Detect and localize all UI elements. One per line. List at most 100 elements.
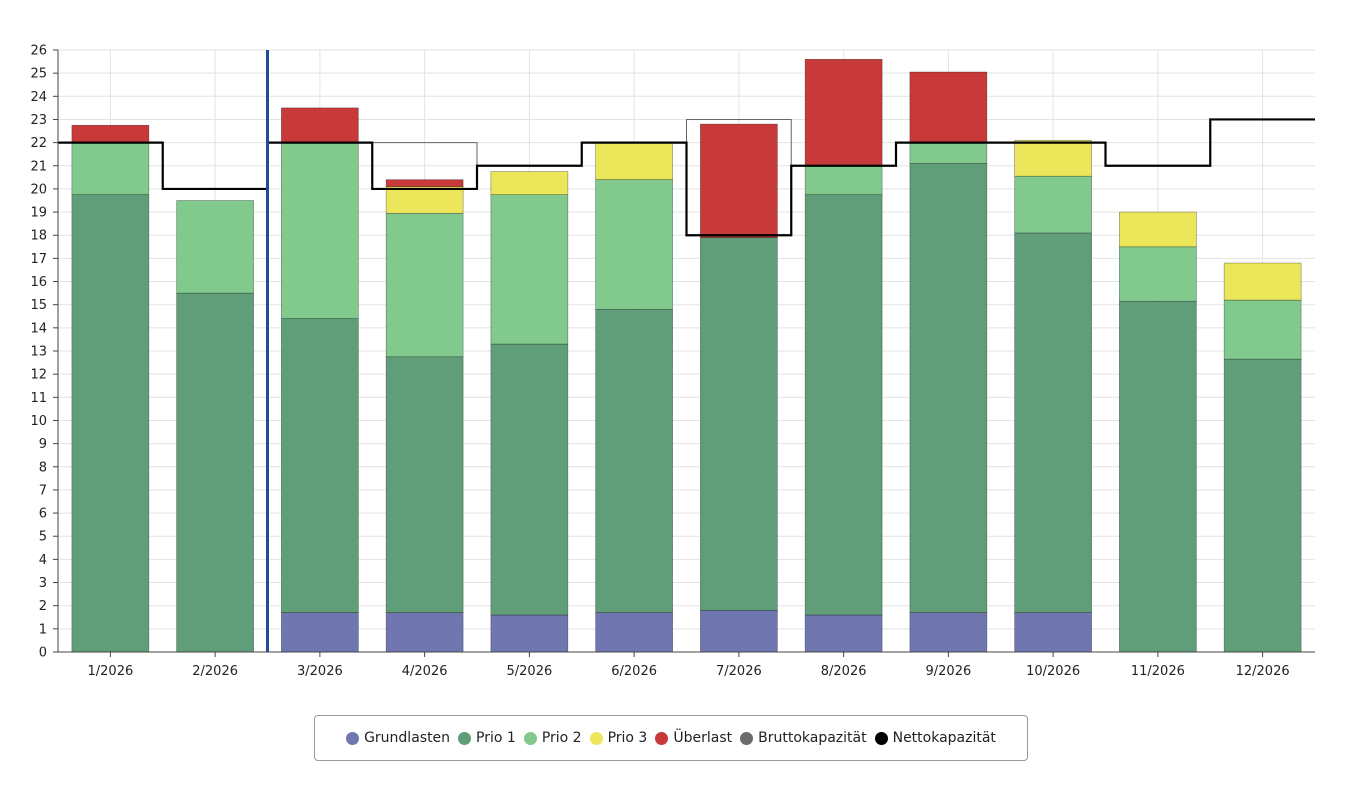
bar-segment-prio-1 (1014, 232, 1092, 613)
legend-label: Grundlasten (364, 730, 451, 746)
x-tick-label: 12/2026 (1236, 664, 1290, 679)
y-tick-label: 6 (39, 507, 47, 522)
y-tick-label: 23 (30, 113, 47, 128)
legend-swatch (458, 731, 472, 745)
y-tick-label: 1 (39, 622, 47, 637)
legend-item-prio-1[interactable]: Prio 1 (458, 730, 516, 746)
bar-segment-grundlasten (909, 612, 988, 653)
bar-segment--berlast (281, 107, 359, 143)
legend-item-prio-3[interactable]: Prio 3 (589, 730, 648, 746)
x-tick-label: 3/2026 (297, 664, 343, 679)
y-tick-label: 21 (30, 159, 47, 174)
bar-segment-prio-3 (385, 186, 464, 214)
y-tick-label: 22 (30, 136, 47, 151)
y-tick-label: 15 (30, 298, 47, 313)
bar-segment-grundlasten (1014, 612, 1092, 653)
legend-item-ueberlast[interactable]: Überlast (655, 730, 732, 746)
bar-segment-prio-1 (909, 163, 988, 613)
y-tick-label: 13 (30, 345, 47, 360)
y-tick-label: 16 (30, 275, 47, 290)
legend-label: Bruttokapazität (758, 730, 867, 746)
bar-segment-prio-2 (1014, 175, 1092, 234)
x-tick-label: 10/2026 (1026, 664, 1080, 679)
bar-segment-prio-1 (1119, 300, 1197, 653)
bar-segment-prio-2 (281, 142, 359, 319)
legend-swatch (655, 731, 669, 745)
bar-segment-prio-3 (490, 171, 569, 196)
bar-segment-prio-3 (1223, 262, 1302, 301)
legend-item-grundlasten[interactable]: Grundlasten (346, 730, 450, 746)
bar-segment--berlast (385, 179, 464, 187)
y-tick-label: 11 (30, 391, 47, 406)
legend-label: Nettokapazität (892, 730, 996, 746)
legend-label: Prio 3 (607, 730, 648, 746)
y-tick-label: 5 (39, 530, 47, 545)
x-tick-label: 2/2026 (192, 664, 238, 679)
bar-segment-prio-2 (176, 200, 254, 294)
bar-segment-grundlasten (490, 614, 569, 653)
bar-segment-prio-2 (804, 165, 883, 196)
bar-segment-prio-1 (595, 309, 673, 613)
y-tick-label: 8 (39, 460, 47, 475)
axes: 0123456789101112131415161718192021222324… (30, 44, 1315, 679)
x-tick-label: 8/2026 (821, 664, 867, 679)
bar-segment-prio-2 (385, 212, 464, 358)
y-tick-label: 7 (39, 483, 47, 498)
legend-item-bruttokapazitaet[interactable]: Bruttokapazität (740, 730, 867, 746)
bar-segment--berlast (700, 123, 778, 238)
x-tick-label: 4/2026 (402, 664, 448, 679)
bar-segment-prio-2 (1119, 246, 1197, 302)
legend-swatch (523, 731, 537, 745)
y-tick-label: 24 (30, 90, 47, 105)
y-tick-label: 19 (30, 206, 47, 221)
y-tick-label: 9 (39, 437, 47, 452)
bar-segment-prio-1 (281, 318, 359, 613)
bar-segment--berlast (909, 71, 988, 143)
bar-segment-prio-3 (1119, 211, 1197, 248)
legend-item-nettokapazitaet[interactable]: Nettokapazität (874, 730, 996, 746)
x-tick-label: 6/2026 (611, 664, 657, 679)
bar-segment-grundlasten (700, 610, 778, 653)
x-tick-label: 7/2026 (716, 664, 762, 679)
y-tick-label: 17 (30, 252, 47, 267)
bar-segment-prio-1 (71, 194, 150, 653)
y-tick-label: 26 (30, 44, 47, 59)
bar-segment-prio-2 (909, 142, 988, 164)
legend-item-prio-2[interactable]: Prio 2 (523, 730, 582, 746)
bar-segment-prio-2 (71, 142, 150, 196)
y-tick-label: 0 (39, 646, 47, 661)
x-tick-label: 11/2026 (1131, 664, 1185, 679)
y-tick-label: 14 (30, 321, 47, 336)
bar-segment-prio-1 (490, 343, 569, 616)
bar-segment-prio-1 (385, 356, 464, 613)
y-tick-label: 25 (30, 67, 47, 82)
bar-segment-prio-2 (490, 194, 569, 345)
legend-label: Prio 1 (476, 730, 516, 746)
bar-segment--berlast (804, 58, 883, 167)
capacity-lines (58, 50, 1315, 652)
legend-swatch (589, 731, 603, 745)
x-tick-label: 1/2026 (88, 664, 134, 679)
bar-segment-prio-1 (700, 237, 778, 611)
y-tick-label: 20 (30, 182, 47, 197)
bar-segment-prio-1 (1223, 358, 1302, 653)
y-tick-label: 2 (39, 599, 47, 614)
legend-swatch (740, 731, 754, 745)
y-tick-label: 3 (39, 576, 47, 591)
y-tick-label: 10 (30, 414, 47, 429)
bars (71, 58, 1302, 653)
legend-swatch (346, 731, 360, 745)
bar-segment-prio-3 (595, 142, 673, 180)
bar-segment-prio-1 (804, 194, 883, 616)
legend-swatch (874, 731, 888, 745)
legend-label: Überlast (673, 730, 733, 746)
y-tick-label: 18 (30, 229, 47, 244)
bar-segment-prio-3 (1014, 140, 1092, 177)
bar-segment--berlast (71, 124, 150, 143)
x-tick-label: 5/2026 (507, 664, 553, 679)
y-tick-label: 12 (30, 368, 47, 383)
legend-label: Prio 2 (541, 730, 582, 746)
bar-segment-prio-2 (1223, 299, 1302, 360)
legend: Grundlasten Prio 1 Prio 2 Prio 3 Überlas… (314, 715, 1028, 761)
